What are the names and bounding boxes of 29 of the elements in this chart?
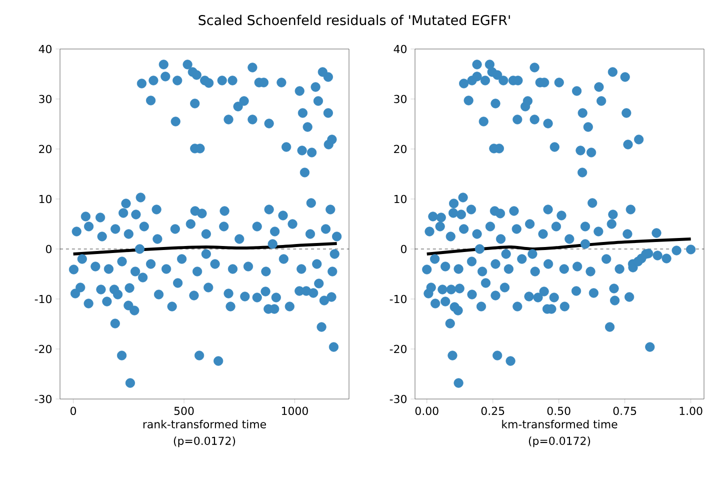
y-tick-label: -30: [34, 394, 52, 404]
x-axis-title: km-transformed time: [502, 420, 618, 428]
y-tick-label: 30: [39, 94, 52, 104]
y-tick-label: 30: [394, 94, 406, 104]
y-tick-label: 20: [394, 144, 406, 154]
y-tick-label: -10: [34, 294, 52, 304]
x-axis-title: rank-transformed time: [143, 420, 266, 428]
y-tick-label: 40: [394, 44, 406, 54]
y-tick-label: 10: [39, 194, 52, 204]
y-tick-label: -20: [390, 344, 406, 354]
y-tick-label: -30: [390, 394, 406, 404]
text: (p=0.0172): [528, 436, 590, 448]
chart-title: Scaled Schoenfeld residuals of 'Mutated EGFR': [198, 14, 510, 26]
y-tick-label: 40: [38, 44, 52, 54]
x-tick-label: 0: [70, 406, 76, 416]
x-tick-label: 1000: [282, 406, 308, 416]
y-tick-label: 0: [46, 244, 52, 254]
y-tick-label: -20: [34, 344, 52, 354]
x-tick-label: 1.00: [680, 406, 702, 416]
y-tick-label: -10: [390, 294, 406, 304]
y-tick-label: 10: [394, 194, 406, 204]
y-tick-label: 20: [39, 144, 52, 154]
y-tick-label: 0: [400, 244, 406, 254]
x-tick-label: 0.75: [613, 406, 636, 416]
x-tick-label: 500: [174, 406, 194, 416]
x-tick-label: 0.50: [547, 406, 570, 416]
x-tick-label: 0.25: [481, 406, 504, 416]
text: (p=0.0172): [174, 436, 236, 448]
x-tick-label: 0.00: [415, 406, 438, 416]
